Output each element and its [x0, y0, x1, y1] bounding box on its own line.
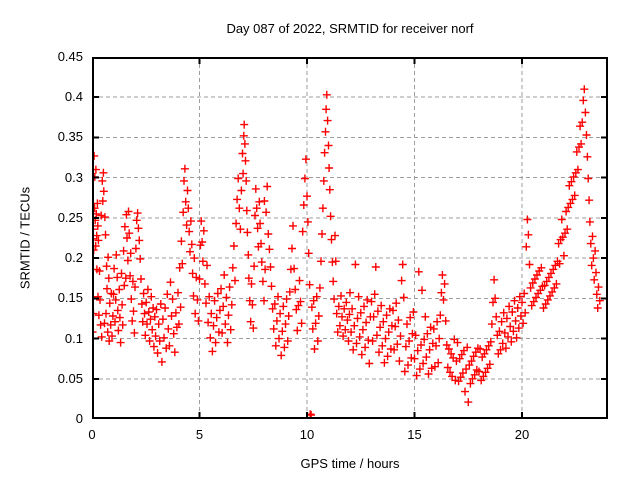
y-tick-label: 0.35 [57, 129, 83, 145]
x-tick-label: 10 [299, 427, 315, 442]
y-tick-label: 0.25 [57, 209, 83, 225]
y-axis-label: SRMTID / TECUs [17, 186, 33, 290]
plot-area [92, 57, 608, 419]
x-tick-label: 20 [514, 427, 530, 442]
y-tick-label: 0.4 [64, 89, 83, 105]
x-tick-label: 15 [407, 427, 422, 442]
chart-title: Day 087 of 2022, SRMTID for receiver nor… [226, 21, 474, 36]
y-tick-label: 0 [75, 411, 83, 426]
x-axis-label: GPS time / hours [300, 456, 400, 471]
x-tick-label: 5 [195, 427, 204, 442]
x-tick-label: 0 [88, 427, 96, 442]
y-tick-label: 0.15 [57, 290, 83, 306]
y-tick-label: 0.3 [64, 169, 83, 185]
y-tick-label: 0.05 [57, 370, 83, 386]
data-points [92, 85, 604, 419]
plot-frame [92, 57, 608, 419]
y-tick-label: 0.45 [57, 49, 83, 64]
y-tick-label: 0.1 [64, 330, 83, 346]
y-tick-label: 0.2 [64, 250, 83, 266]
